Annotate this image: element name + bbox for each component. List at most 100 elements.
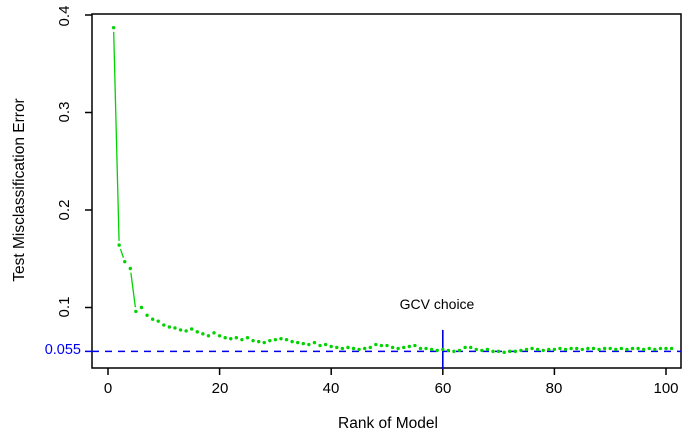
series-data-point <box>586 346 590 351</box>
x-axis-title: Rank of Model <box>338 415 438 432</box>
series-data-point <box>279 337 283 341</box>
series-data-point <box>307 342 311 347</box>
series-data-point <box>457 348 462 353</box>
series-data-point <box>323 342 328 347</box>
series-data-point <box>245 336 250 340</box>
series-data-point <box>357 347 361 352</box>
series-data-point <box>664 346 668 351</box>
series-data-point <box>117 243 121 247</box>
series-data-point <box>641 347 646 352</box>
series-data-point <box>530 346 534 351</box>
series-data-point <box>145 313 149 317</box>
series-data-point <box>446 348 451 353</box>
y-tick-label-0.4: 0.4 <box>56 5 73 27</box>
series-data-point <box>508 349 512 354</box>
series-data-point <box>558 346 562 351</box>
series-data-point <box>284 337 289 342</box>
y-tick-label-0.3: 0.3 <box>56 101 73 123</box>
series-data-point <box>591 346 596 351</box>
y-tick-label-0.2: 0.2 <box>56 199 73 221</box>
series-data-point <box>312 340 317 345</box>
series-data-point <box>340 346 345 351</box>
series-data-point <box>575 346 579 351</box>
series-data-point <box>418 346 423 351</box>
series-data-point <box>251 338 255 343</box>
series-data-point <box>647 346 651 351</box>
series-line-segment <box>119 248 125 258</box>
series-data-point <box>441 347 445 352</box>
series-data-point <box>273 337 278 342</box>
series-data-point <box>201 332 205 336</box>
series-data-point <box>296 340 300 345</box>
series-data-point <box>452 349 456 354</box>
series-data-point <box>223 336 227 340</box>
series-data-point <box>390 345 395 350</box>
series-data-point <box>608 346 612 351</box>
series-data-point <box>580 347 584 352</box>
x-tick-label-100: 100 <box>653 380 679 397</box>
series-data-point <box>290 339 294 344</box>
series-data-point <box>496 349 501 354</box>
series-data-point <box>374 342 378 347</box>
series-data-point <box>206 334 211 338</box>
series-data-point <box>463 345 467 350</box>
series-data-point <box>407 344 412 349</box>
series-data-point <box>162 323 166 327</box>
series-data-point <box>636 346 640 351</box>
x-tick-label-60: 60 <box>434 380 452 397</box>
series-data-point <box>262 340 266 345</box>
series-data-point <box>552 347 557 352</box>
plot-box <box>91 13 682 369</box>
series-data-point <box>524 347 529 352</box>
series-data-point <box>502 350 506 355</box>
series-data-point <box>335 345 339 350</box>
series-data-point <box>469 345 473 350</box>
series-data-point <box>379 343 384 348</box>
series-data-point <box>346 345 350 350</box>
x-tick-label-80: 80 <box>545 380 563 397</box>
series-data-point <box>396 346 400 351</box>
x-tick-label-40: 40 <box>322 380 340 397</box>
series-data-point <box>178 328 183 332</box>
series-data-point <box>630 346 635 351</box>
series-data-point <box>123 259 127 264</box>
series-data-point <box>351 346 356 351</box>
series-data-point <box>541 348 545 353</box>
series-data-point <box>229 337 233 341</box>
series-data-point <box>429 347 434 352</box>
series-data-point <box>190 327 194 331</box>
series-data-point <box>402 345 406 350</box>
series-data-point <box>111 25 116 30</box>
series-data-point <box>480 348 484 353</box>
series-data-point <box>413 343 417 348</box>
series-data-point <box>385 343 389 348</box>
series-data-point <box>547 347 551 352</box>
series-data-point <box>535 347 540 352</box>
series-data-point <box>318 343 322 348</box>
series-data-point <box>301 341 305 346</box>
series-data-point <box>150 317 155 321</box>
series-data-point <box>195 330 199 334</box>
series-data-point <box>619 346 624 351</box>
series-data-point <box>424 346 428 351</box>
series-data-point <box>485 347 490 352</box>
series-line-segment <box>113 31 120 241</box>
series-data-point <box>653 347 657 352</box>
series-data-point <box>362 346 367 351</box>
series-data-point <box>597 347 601 352</box>
series-data-point <box>256 339 261 344</box>
series-data-point <box>212 331 216 335</box>
series-line-segment <box>130 272 137 308</box>
series-data-point <box>625 347 629 352</box>
y-tick-label-0.1: 0.1 <box>56 296 73 318</box>
reference-line-label: 0.055 <box>44 342 81 358</box>
series-data-point <box>156 319 160 323</box>
series-data-point <box>491 349 495 354</box>
series-data-point <box>435 348 439 353</box>
series-data-point <box>563 347 568 352</box>
series-data-point <box>602 346 607 351</box>
series-data-point <box>569 346 573 351</box>
series-data-point <box>173 326 177 330</box>
